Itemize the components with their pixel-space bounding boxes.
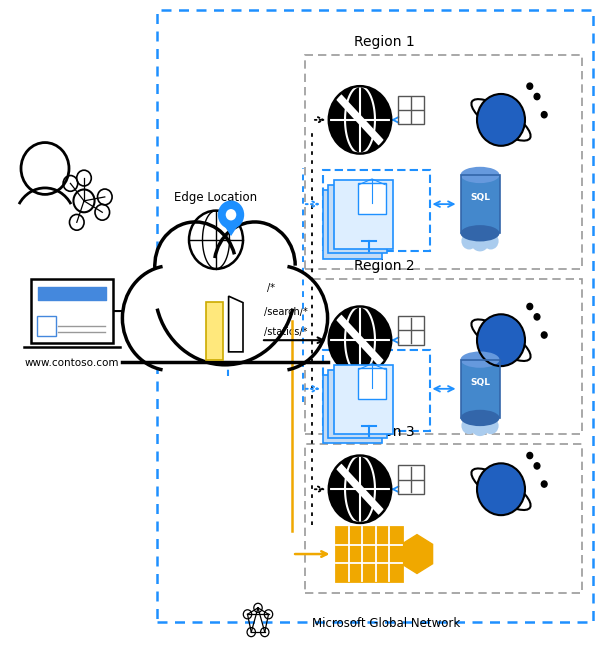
Polygon shape bbox=[401, 535, 433, 573]
Ellipse shape bbox=[461, 225, 499, 242]
Text: ···: ··· bbox=[337, 237, 349, 250]
Ellipse shape bbox=[461, 167, 499, 183]
Circle shape bbox=[155, 222, 236, 310]
Polygon shape bbox=[229, 296, 243, 352]
Polygon shape bbox=[222, 222, 240, 236]
Circle shape bbox=[534, 463, 540, 469]
Text: Region 3: Region 3 bbox=[353, 425, 415, 439]
Circle shape bbox=[527, 303, 533, 310]
Text: Region 1: Region 1 bbox=[353, 34, 415, 49]
Circle shape bbox=[534, 314, 540, 320]
Circle shape bbox=[329, 86, 391, 154]
Circle shape bbox=[329, 456, 391, 523]
FancyBboxPatch shape bbox=[334, 365, 392, 434]
FancyBboxPatch shape bbox=[31, 279, 113, 343]
FancyBboxPatch shape bbox=[358, 368, 386, 399]
Text: www.contoso.com: www.contoso.com bbox=[25, 358, 119, 368]
FancyBboxPatch shape bbox=[461, 360, 499, 418]
Circle shape bbox=[226, 209, 236, 220]
FancyBboxPatch shape bbox=[328, 185, 387, 253]
FancyBboxPatch shape bbox=[461, 175, 499, 233]
Circle shape bbox=[541, 332, 547, 338]
Circle shape bbox=[470, 415, 490, 436]
Text: SQL: SQL bbox=[470, 193, 490, 202]
Text: SQL: SQL bbox=[470, 378, 490, 387]
Circle shape bbox=[155, 213, 295, 365]
Circle shape bbox=[218, 200, 244, 229]
Circle shape bbox=[477, 314, 525, 366]
Ellipse shape bbox=[461, 351, 499, 368]
Circle shape bbox=[461, 417, 477, 434]
Text: /*: /* bbox=[267, 283, 275, 294]
Circle shape bbox=[461, 233, 477, 249]
Text: /search/*: /search/* bbox=[264, 307, 308, 318]
Circle shape bbox=[527, 83, 533, 89]
Circle shape bbox=[527, 452, 533, 459]
Text: /statics/*: /statics/* bbox=[264, 327, 307, 337]
FancyBboxPatch shape bbox=[323, 375, 382, 443]
Text: Microsoft Global Network: Microsoft Global Network bbox=[312, 617, 460, 630]
FancyBboxPatch shape bbox=[328, 369, 387, 438]
Circle shape bbox=[230, 266, 328, 371]
Circle shape bbox=[541, 111, 547, 118]
Circle shape bbox=[214, 222, 295, 310]
Circle shape bbox=[470, 231, 490, 251]
Text: Region 2: Region 2 bbox=[353, 259, 415, 273]
Circle shape bbox=[534, 93, 540, 100]
Circle shape bbox=[477, 94, 525, 146]
Circle shape bbox=[483, 233, 499, 249]
FancyBboxPatch shape bbox=[334, 180, 392, 249]
Circle shape bbox=[477, 463, 525, 515]
Text: Edge Location: Edge Location bbox=[175, 191, 257, 204]
FancyBboxPatch shape bbox=[358, 183, 386, 214]
FancyBboxPatch shape bbox=[206, 302, 223, 360]
Ellipse shape bbox=[461, 410, 499, 426]
Text: ···: ··· bbox=[337, 417, 349, 430]
Circle shape bbox=[541, 481, 547, 487]
Circle shape bbox=[122, 266, 220, 371]
FancyBboxPatch shape bbox=[336, 527, 402, 581]
Circle shape bbox=[483, 417, 499, 434]
Circle shape bbox=[329, 307, 391, 374]
FancyBboxPatch shape bbox=[323, 191, 382, 259]
